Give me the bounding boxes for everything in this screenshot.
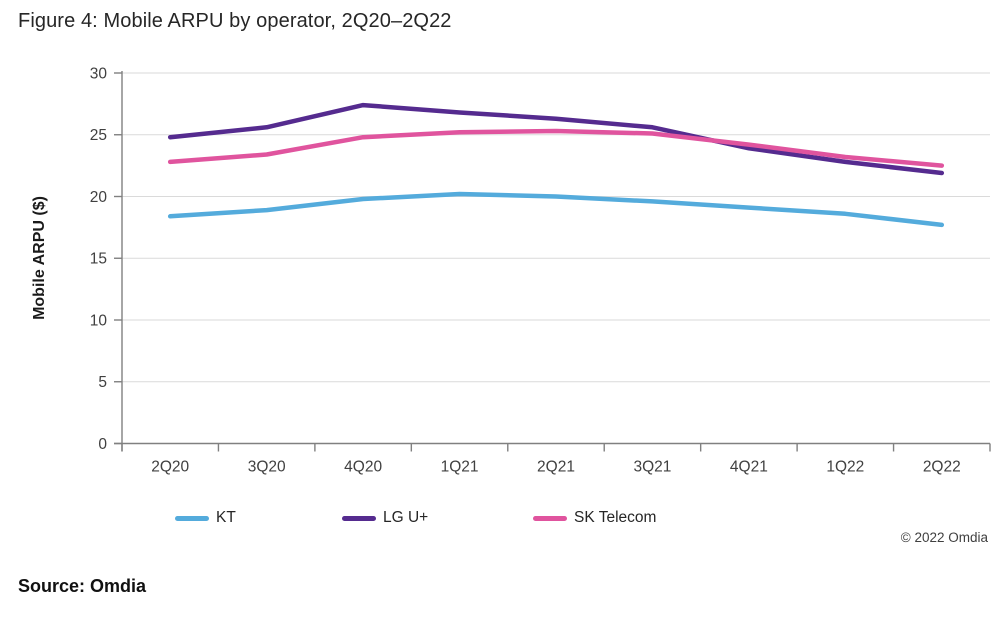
legend-swatch-lg-u-plus [342,515,376,521]
axes-group [114,71,991,452]
gridlines-group [122,72,990,383]
series-line-kt [167,191,945,228]
x-tick-label: 1Q22 [826,459,864,476]
x-tick-label: 2Q21 [537,459,575,476]
y-tick-label: 20 [90,189,108,206]
copyright-text: © 2022 Omdia [900,530,988,545]
legend-item-lg-u-plus: LG U+ [342,506,428,530]
y-tick-label: 30 [90,65,108,82]
y-tick-label: 10 [90,312,108,329]
tick-labels-group: 0 5 10 15 20 25 30 2Q20 3Q20 4Q20 1Q21 2Q21 3Q21 4Q21… [90,65,961,475]
x-tick-label: 3Q21 [633,459,671,476]
series-line-sk-telecom [167,128,945,168]
series-lines-group [167,102,945,228]
x-tick-label: 2Q20 [151,459,189,476]
legend-swatch-kt [175,515,209,521]
legend-label-lg-u-plus: LG U+ [383,509,429,526]
y-tick-label: 5 [98,374,107,391]
chart-legend: KT LG U+ SK Telecom [0,506,1000,530]
y-tick-label: 25 [90,127,107,144]
legend-item-sk-telecom: SK Telecom [533,506,656,530]
figure-title: Figure 4: Mobile ARPU by operator, 2Q20–… [18,10,452,32]
source-text: Source: Omdia [18,576,147,596]
y-tick-label: 15 [90,251,107,268]
legend-label-sk-telecom: SK Telecom [574,509,657,526]
x-tick-label: 3Q20 [248,459,286,476]
x-tick-label: 1Q21 [441,459,479,476]
x-tick-label: 4Q20 [344,459,382,476]
x-tick-label: 4Q21 [730,459,768,476]
legend-swatch-sk-telecom [533,515,567,521]
legend-label-kt: KT [216,509,236,526]
series-line-lg-u [167,102,945,176]
x-tick-label: 2Q22 [923,459,961,476]
y-tick-label: 0 [98,436,107,453]
y-axis-label: Mobile ARPU ($) [31,196,48,320]
legend-item-kt: KT [175,506,236,530]
